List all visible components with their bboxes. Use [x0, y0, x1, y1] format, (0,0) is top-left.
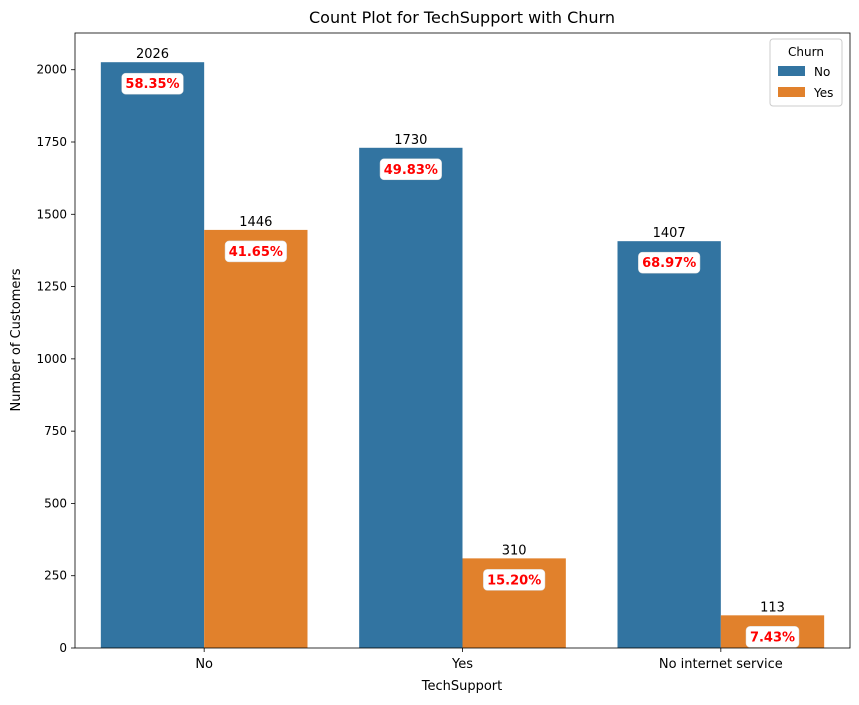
- legend-title: Churn: [788, 45, 824, 59]
- y-tick-label: 2000: [36, 63, 67, 77]
- percent-label-box: [638, 251, 701, 274]
- legend-swatch: [778, 66, 805, 76]
- bar-value-label: 1730: [394, 133, 427, 148]
- y-tick-label: 1250: [36, 280, 67, 294]
- bar-value-label: 2026: [136, 47, 169, 62]
- plot-area: 2026 58.35% 1446 41.65% 1730 49.83% 310 15.20% 1…: [100, 47, 825, 648]
- y-tick-label: 0: [59, 641, 67, 655]
- percent-label-box: [224, 240, 287, 263]
- percent-label-box: [745, 626, 800, 648]
- bar: [617, 241, 721, 648]
- y-tick-label: 250: [44, 569, 67, 583]
- y-tick-label: 1750: [36, 135, 67, 149]
- bar-value-label: 1446: [239, 215, 272, 230]
- y-tick-label: 1500: [36, 207, 67, 221]
- bar-value-label: 1407: [653, 226, 686, 241]
- axes: 0 250 500 750 1000 1250 1500 1750 2000 No Yes No in…: [36, 32, 851, 672]
- percent-label: 68.97%: [642, 256, 696, 271]
- x-tick-label: Yes: [451, 657, 473, 672]
- percent-label: 41.65%: [229, 245, 283, 260]
- percent-label-box: [483, 569, 546, 591]
- chart-title: Count Plot for TechSupport with Churn: [309, 8, 615, 27]
- legend-entry-label: Yes: [813, 86, 833, 100]
- bar-value-label: 310: [502, 543, 527, 558]
- x-tick-label: No internet service: [659, 657, 783, 672]
- y-tick-label: 750: [44, 424, 67, 438]
- bar: [100, 62, 205, 648]
- legend: Churn No Yes: [769, 38, 843, 107]
- y-tick-label: 500: [44, 496, 67, 510]
- y-axis-label: Number of Customers: [9, 268, 24, 411]
- bar: [204, 229, 308, 648]
- legend-entry-label: No: [814, 65, 830, 79]
- percent-label: 58.35%: [125, 77, 179, 92]
- percent-label-box: [121, 72, 184, 95]
- x-axis-label: TechSupport: [421, 679, 503, 694]
- percent-label: 7.43%: [750, 630, 795, 645]
- percent-label: 15.20%: [487, 573, 541, 588]
- legend-swatch: [778, 87, 805, 97]
- bar-value-label: 113: [760, 600, 785, 615]
- x-tick-label: No: [195, 657, 213, 672]
- y-tick-label: 1000: [36, 352, 67, 366]
- bar: [359, 147, 463, 648]
- percent-label: 49.83%: [384, 163, 438, 178]
- percent-label-box: [379, 158, 442, 181]
